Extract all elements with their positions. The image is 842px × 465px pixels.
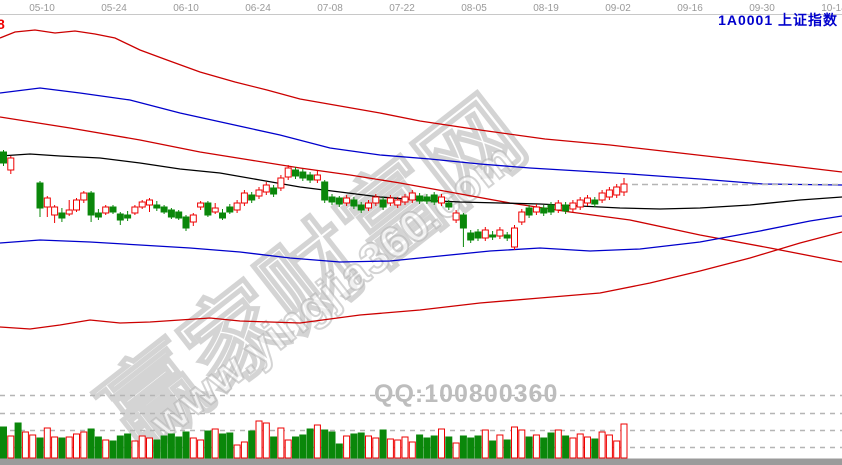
bottom-scroll-bar xyxy=(0,458,842,465)
channel-lines xyxy=(0,29,842,330)
svg-text:05-24: 05-24 xyxy=(101,3,127,14)
qq-watermark: QQ:100800360 xyxy=(374,380,559,408)
line-upper-channel-red xyxy=(0,29,842,173)
svg-text:06-24: 06-24 xyxy=(245,3,271,14)
svg-text:07-08: 07-08 xyxy=(317,3,343,14)
svg-text:08-19: 08-19 xyxy=(533,3,559,14)
svg-text:05-10: 05-10 xyxy=(29,3,55,14)
svg-text:06-10: 06-10 xyxy=(173,3,199,14)
volume-bars xyxy=(0,420,628,459)
date-axis: 05-10 05-24 06-10 06-24 07-08 07-22 08-05 08-19… xyxy=(0,3,842,15)
svg-text:09-02: 09-02 xyxy=(605,3,631,14)
svg-text:09-16: 09-16 xyxy=(677,3,703,14)
line-ma-black xyxy=(0,153,842,210)
svg-text:08-05: 08-05 xyxy=(461,3,487,14)
svg-text:10-14: 10-14 xyxy=(821,3,842,14)
svg-text:07-22: 07-22 xyxy=(389,3,415,14)
line-lower-channel-red xyxy=(0,231,842,330)
line-descending-trend-red xyxy=(0,116,842,263)
candlesticks xyxy=(0,150,628,250)
symbol-title: 1A0001 上证指数 xyxy=(718,12,838,28)
price-axis-label: 8 xyxy=(0,16,5,32)
line-lower-mid-blue xyxy=(0,215,842,263)
line-upper-mid-blue xyxy=(0,87,842,186)
svg-text:09-30: 09-30 xyxy=(749,3,775,14)
